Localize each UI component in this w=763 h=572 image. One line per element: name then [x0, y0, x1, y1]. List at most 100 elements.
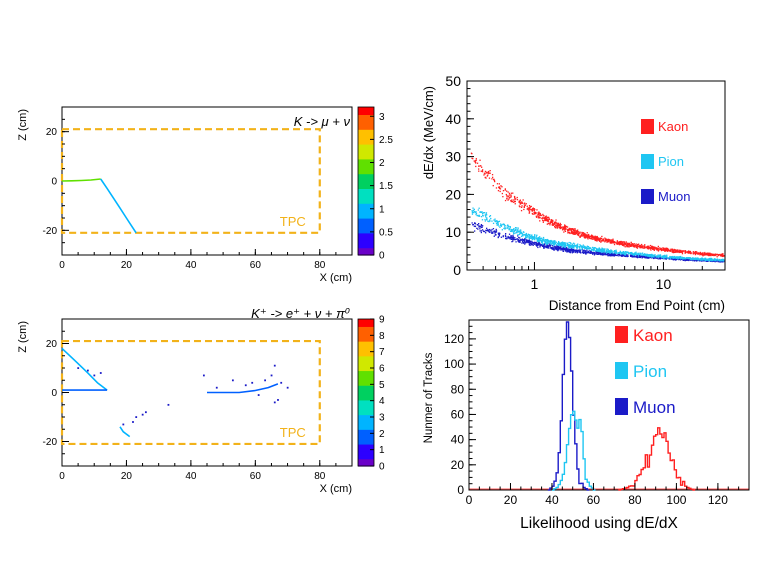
pion-point [516, 232, 518, 234]
kaon-point [599, 239, 601, 241]
x-axis-label: Likelihood using dE/dX [520, 515, 678, 532]
muon-point [595, 253, 598, 255]
kaon-point [601, 235, 603, 238]
hit-point [251, 381, 254, 384]
y-tick-label: 0 [457, 483, 464, 497]
hit-point [231, 379, 234, 382]
colorbar-cell [358, 247, 374, 252]
pion-point [541, 241, 543, 244]
kaon-point [537, 214, 539, 216]
kaon-point [543, 217, 545, 219]
kaon-point [621, 241, 623, 243]
pion-point [554, 240, 556, 242]
kaon-point [699, 254, 701, 256]
y-tick-label: 0 [51, 177, 57, 188]
pion-point [500, 224, 502, 227]
colorbar-tick-label: 2.5 [379, 135, 393, 146]
kaon-point [554, 226, 556, 228]
muon-point [577, 249, 580, 251]
particle-track [61, 178, 101, 182]
muon-point [527, 241, 529, 244]
kaon-point [621, 243, 623, 245]
pion-point [583, 245, 585, 247]
kaon-point [545, 218, 548, 220]
muon-point [497, 232, 499, 234]
kaon-point [529, 206, 531, 208]
pion-point [478, 214, 480, 216]
kaon-point [538, 213, 540, 216]
pion-point [519, 229, 521, 231]
kaon-point [507, 199, 509, 201]
muon-point [557, 250, 559, 252]
pion-point [538, 239, 540, 241]
muon-point [617, 253, 620, 255]
plot-frame [466, 80, 726, 271]
kaon-point [493, 179, 496, 182]
kaon-point [574, 229, 576, 231]
kaon-point [645, 246, 647, 248]
kaon-point [687, 252, 689, 254]
muon-point [561, 247, 563, 250]
kaon-point [564, 227, 566, 229]
pion-point [551, 240, 553, 242]
muon-point [643, 256, 646, 258]
kaon-point [714, 253, 717, 255]
kaon-point [529, 209, 531, 211]
muon-point [538, 242, 541, 244]
kaon-point [510, 200, 513, 203]
pion-point [561, 245, 563, 247]
pion-point [537, 239, 540, 242]
pion-point [652, 255, 654, 258]
muon-point [619, 254, 621, 256]
pion-point [610, 252, 612, 254]
pion-point [563, 242, 565, 244]
kaon-point [528, 211, 531, 213]
kaon-point [612, 240, 614, 242]
kaon-point [569, 227, 571, 230]
kaon-point [649, 248, 651, 250]
kaon-point [534, 213, 536, 215]
pion-point [610, 249, 612, 252]
muon-point [641, 255, 643, 258]
pion-point [701, 258, 704, 260]
kaon-point [664, 249, 666, 251]
muon-point [529, 244, 532, 246]
pion-point [488, 220, 490, 223]
kaon-point [539, 220, 541, 222]
pion-point [624, 253, 626, 255]
kaon-point [707, 253, 710, 255]
muon-point [521, 239, 523, 241]
kaon-point [638, 243, 640, 245]
kaon-point [519, 200, 521, 203]
muon-point [634, 255, 636, 257]
muon-point [615, 254, 617, 256]
kaon-point [519, 202, 522, 204]
colorbar-tick-label: 0 [379, 462, 385, 473]
muon-point [637, 255, 639, 257]
kaon-point [689, 251, 692, 253]
colorbar-cell [358, 403, 374, 408]
muon-point [551, 246, 553, 249]
pion-point [496, 220, 498, 222]
muon-point [543, 247, 545, 249]
pion-point [525, 232, 527, 235]
muon-point [498, 235, 500, 237]
pion-point [618, 252, 620, 254]
muon-point [565, 248, 567, 251]
muon-point [719, 261, 722, 263]
muon-point [686, 259, 688, 261]
pion-point [611, 250, 613, 252]
colorbar-cell [358, 363, 374, 368]
pion-point [605, 251, 607, 253]
pion-point [471, 213, 474, 215]
pion-point [670, 256, 672, 258]
pion-point [644, 253, 646, 255]
pion-point [681, 257, 683, 260]
colorbar-cell [358, 107, 374, 112]
pion-point [496, 221, 499, 223]
colorbar-cell [358, 396, 374, 401]
muon-point [558, 248, 560, 251]
kaon-point [594, 239, 597, 242]
kaon-point [624, 242, 626, 245]
kaon-point [639, 245, 641, 247]
